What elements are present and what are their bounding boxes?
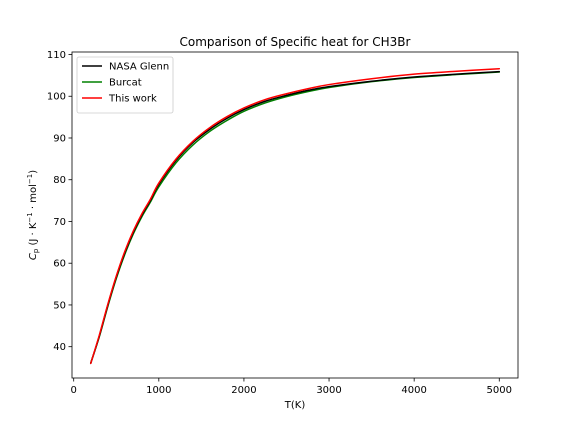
x-tick-label: 5000 [487, 385, 512, 396]
y-label-sup-2: −1 [26, 174, 34, 184]
y-label-sup-1: −1 [26, 212, 34, 222]
plot-frame [71, 51, 519, 379]
x-tick-label: 4000 [401, 385, 426, 396]
legend-label: NASA Glenn [109, 62, 169, 73]
y-tick-label: 90 [53, 133, 66, 144]
y-tick-label: 80 [53, 175, 66, 186]
y-tick-label: 60 [53, 259, 66, 270]
y-tick-label: 70 [53, 217, 66, 228]
series-line-this-work [89, 67, 501, 365]
legend-label: Burcat [109, 78, 142, 89]
y-tick-label: 100 [47, 92, 66, 103]
y-tick-label: 110 [47, 50, 66, 61]
x-tick-label: 2000 [231, 385, 256, 396]
legend-box [76, 56, 174, 114]
y-tick-label: 50 [53, 300, 66, 311]
y-axis-label: Cp (J · K−1 · mol−1) [26, 170, 40, 260]
x-tick-label: 3000 [316, 385, 341, 396]
y-label-units-mid: · mol [28, 184, 39, 212]
x-tick-label: 0 [71, 385, 77, 396]
legend-label: This work [108, 94, 157, 105]
y-label-units-close: ) [28, 170, 39, 174]
y-axis-ticks: 40 50 60 70 80 90 100 110 [47, 50, 72, 353]
series-layer [89, 67, 501, 365]
y-label-subscript: p [32, 248, 40, 253]
y-label-symbol: C [28, 253, 39, 260]
x-axis-ticks: 0 1000 2000 3000 4000 5000 [71, 378, 512, 396]
y-tick-label: 40 [53, 342, 66, 353]
y-label-units-open: (J · K [28, 222, 39, 249]
x-axis-label: T(K) [284, 400, 306, 411]
chart-title: Comparison of Specific heat for CH3Br [180, 35, 411, 49]
legend: NASA Glenn Burcat This work [76, 56, 174, 114]
x-tick-label: 1000 [146, 385, 171, 396]
